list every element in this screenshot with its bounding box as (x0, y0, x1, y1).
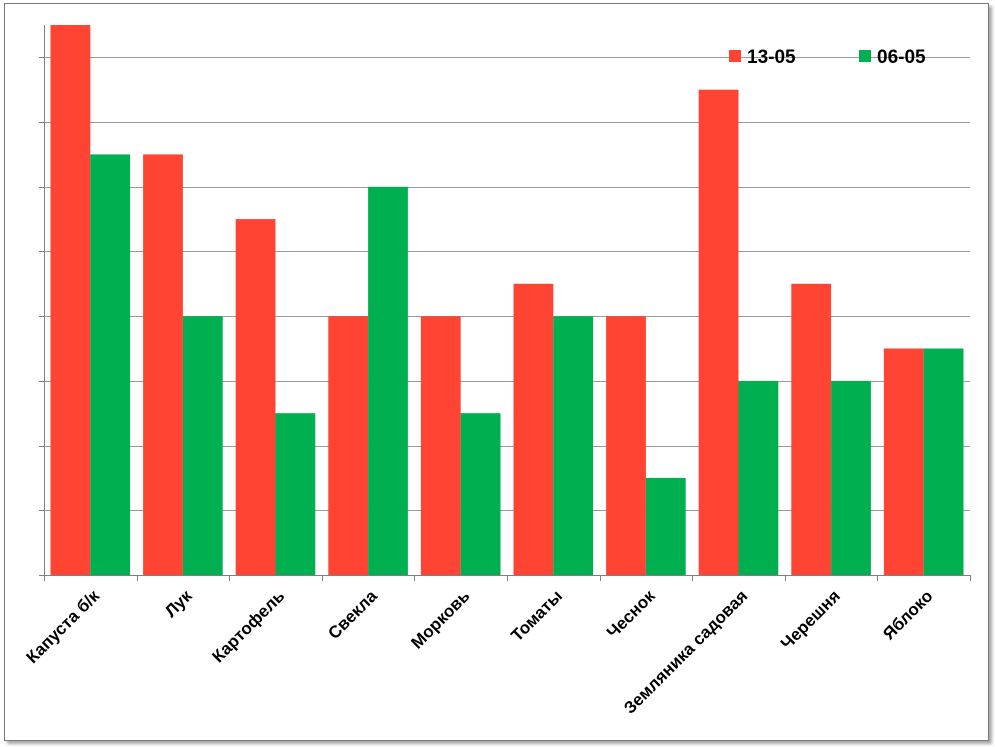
bar-06-05-3 (368, 186, 408, 576)
legend-label: 06-05 (877, 47, 926, 68)
x-tick-label: Лук (161, 586, 196, 621)
legend: 13-05 06-05 (729, 47, 926, 68)
bar-13-05-6 (606, 316, 646, 575)
bar-13-05-9 (883, 348, 924, 575)
bar-13-05-5 (513, 283, 554, 575)
bar-13-05-1 (143, 154, 183, 575)
bar-13-05-0 (50, 25, 91, 575)
bar-06-05-7 (738, 380, 779, 575)
x-tick-label: Черешня (777, 586, 844, 653)
bar-13-05-2 (235, 219, 276, 575)
bar-13-05-7 (698, 89, 739, 575)
x-tick-label: Чеснок (603, 586, 659, 642)
bar-06-05-1 (182, 316, 223, 575)
legend-swatch (859, 50, 871, 62)
bar-06-05-2 (275, 413, 316, 575)
legend-swatch (729, 50, 741, 62)
bar-06-05-6 (645, 477, 686, 575)
bar-06-05-9 (923, 348, 964, 575)
bar-13-05-3 (328, 316, 369, 575)
x-tick-label: Томаты (507, 586, 566, 645)
x-tick-labels: Капуста б/к Лук Картофель Свекла Морковь Тома… (22, 586, 936, 718)
bar-06-05-0 (90, 154, 131, 575)
x-tick-label: Морковь (407, 586, 473, 652)
bar-06-05-5 (553, 316, 594, 575)
bar-06-05-8 (831, 380, 871, 575)
bar-13-05-4 (420, 316, 461, 575)
bar-06-05-4 (460, 413, 501, 575)
bar-13-05-8 (791, 283, 832, 575)
x-tick-label: Капуста б/к (22, 586, 103, 667)
x-tick-label: Свекла (324, 586, 381, 643)
x-tick-label: Яблоко (879, 586, 936, 643)
axes (39, 25, 971, 581)
x-tick-label: Картофель (208, 586, 288, 666)
legend-label: 13-05 (747, 47, 796, 68)
bars (50, 25, 964, 576)
